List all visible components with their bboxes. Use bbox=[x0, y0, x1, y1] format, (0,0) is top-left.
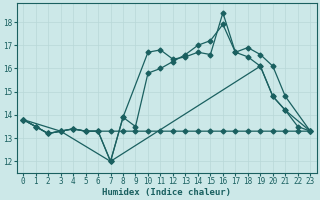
X-axis label: Humidex (Indice chaleur): Humidex (Indice chaleur) bbox=[102, 188, 231, 197]
